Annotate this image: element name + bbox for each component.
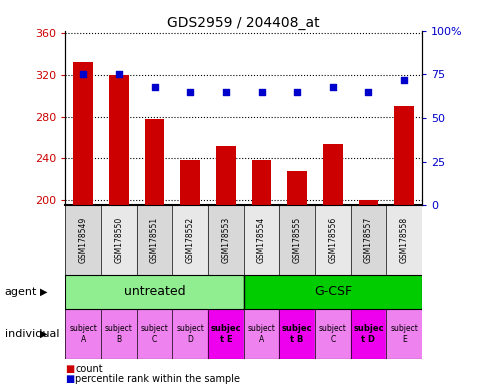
Text: subject
A: subject A	[69, 324, 97, 344]
Text: subjec
t E: subjec t E	[210, 324, 241, 344]
Text: subjec
t B: subjec t B	[281, 324, 312, 344]
Point	[115, 71, 122, 78]
Text: GSM178549: GSM178549	[78, 217, 88, 263]
Text: GSM178551: GSM178551	[150, 217, 159, 263]
Text: count: count	[75, 364, 103, 374]
Bar	[208, 309, 243, 359]
Text: subject
A: subject A	[247, 324, 275, 344]
Text: subject
B: subject B	[105, 324, 133, 344]
Text: GSM178554: GSM178554	[257, 217, 266, 263]
Bar	[172, 205, 208, 275]
Bar	[145, 119, 164, 205]
Point	[186, 89, 194, 95]
Bar	[101, 205, 136, 275]
Bar	[180, 161, 199, 205]
Point	[328, 84, 336, 90]
Point	[364, 89, 372, 95]
Bar	[385, 309, 421, 359]
Point	[293, 89, 301, 95]
Bar	[279, 309, 314, 359]
Text: ■: ■	[65, 374, 75, 384]
Text: individual: individual	[5, 329, 59, 339]
Bar	[350, 205, 385, 275]
Point	[151, 84, 158, 90]
Bar	[393, 106, 413, 205]
Text: subject
C: subject C	[140, 324, 168, 344]
Text: GSM178552: GSM178552	[185, 217, 195, 263]
Point	[399, 76, 407, 83]
Point	[222, 89, 229, 95]
Text: GSM178557: GSM178557	[363, 217, 372, 263]
Bar	[243, 275, 421, 309]
Bar	[65, 309, 101, 359]
Bar	[243, 309, 279, 359]
Text: subject
D: subject D	[176, 324, 204, 344]
Bar	[314, 205, 350, 275]
Bar	[101, 309, 136, 359]
Bar	[358, 200, 378, 205]
Bar	[287, 171, 306, 205]
Bar	[208, 205, 243, 275]
Bar	[243, 205, 279, 275]
Point	[257, 89, 265, 95]
Bar	[279, 205, 314, 275]
Title: GDS2959 / 204408_at: GDS2959 / 204408_at	[167, 16, 319, 30]
Text: ▶: ▶	[40, 329, 47, 339]
Text: GSM178553: GSM178553	[221, 217, 230, 263]
Text: GSM178555: GSM178555	[292, 217, 301, 263]
Text: ■: ■	[65, 364, 75, 374]
Bar	[136, 205, 172, 275]
Text: ▶: ▶	[40, 287, 47, 297]
Bar	[172, 309, 208, 359]
Text: GSM178550: GSM178550	[114, 217, 123, 263]
Bar	[65, 275, 243, 309]
Text: GSM178558: GSM178558	[399, 217, 408, 263]
Text: subject
E: subject E	[390, 324, 417, 344]
Text: percentile rank within the sample: percentile rank within the sample	[75, 374, 240, 384]
Text: agent: agent	[5, 287, 37, 297]
Bar	[136, 309, 172, 359]
Bar	[109, 74, 128, 205]
Text: untreated: untreated	[123, 285, 185, 298]
Text: subjec
t D: subjec t D	[352, 324, 383, 344]
Bar	[251, 161, 271, 205]
Text: G-CSF: G-CSF	[313, 285, 351, 298]
Bar	[314, 309, 350, 359]
Text: GSM178556: GSM178556	[328, 217, 337, 263]
Bar	[385, 205, 421, 275]
Text: subject
C: subject C	[318, 324, 346, 344]
Bar	[65, 205, 101, 275]
Bar	[322, 144, 342, 205]
Bar	[216, 146, 235, 205]
Bar	[74, 62, 93, 205]
Point	[79, 71, 87, 78]
Bar	[350, 309, 385, 359]
